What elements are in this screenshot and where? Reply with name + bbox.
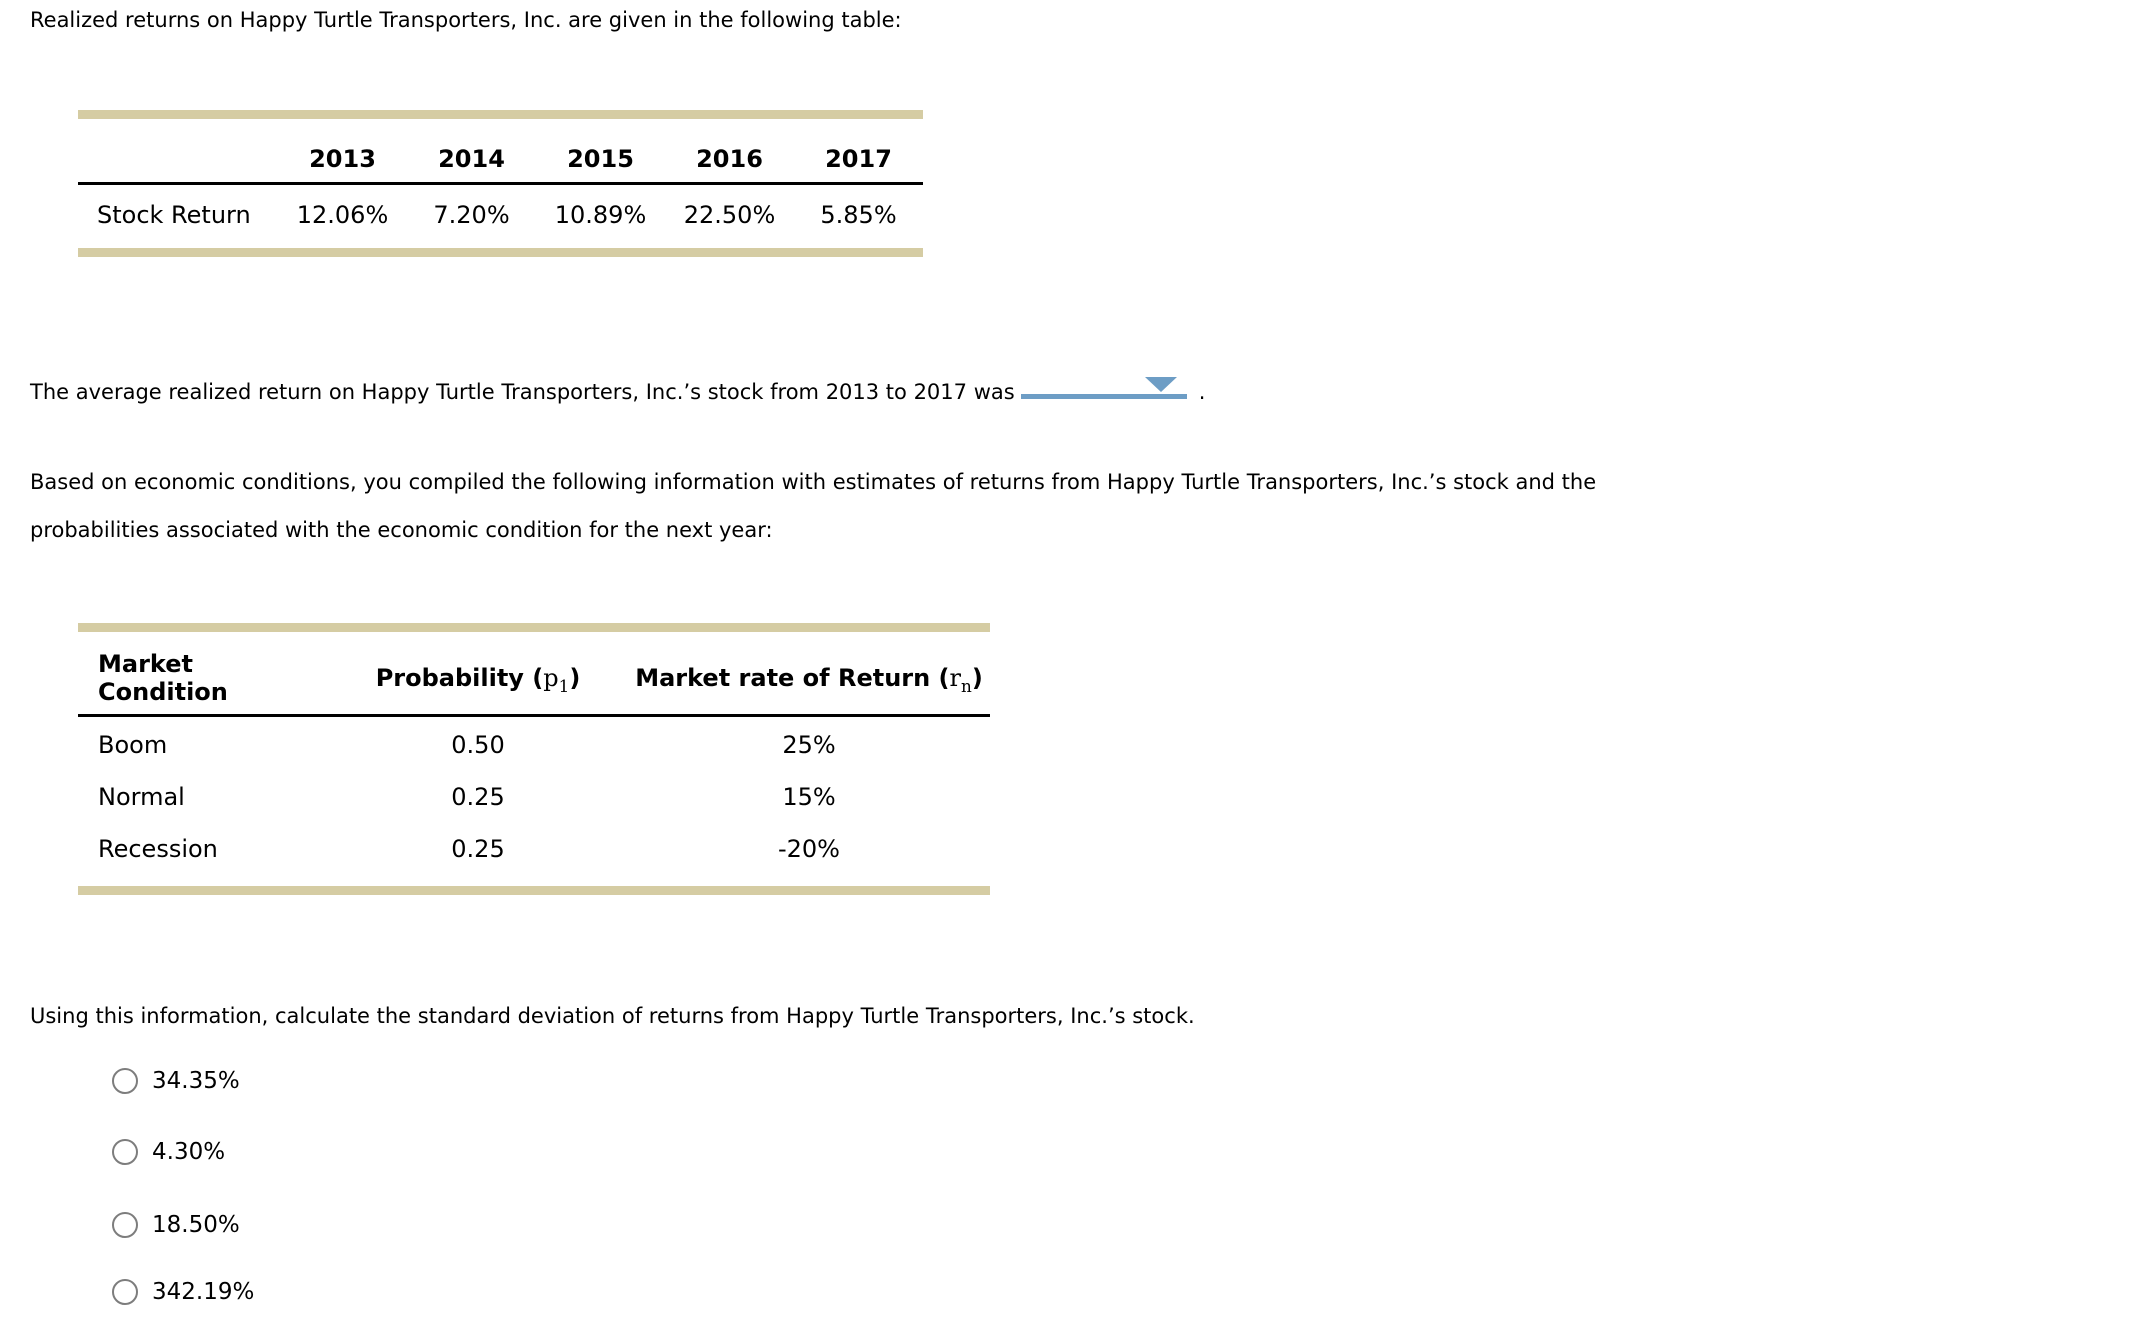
year-header: 2016 [665,119,794,185]
option-label: 342.19% [152,1279,255,1305]
table-bottom-accent-bar [78,886,990,895]
year-header: 2017 [794,119,923,185]
option-label: 4.30% [152,1139,226,1165]
option-row-4[interactable]: 342.19% [112,1277,254,1307]
probability-cell: 0.50 [451,731,505,759]
conditions-paragraph: Based on economic conditions, you compil… [30,458,1596,554]
table-bottom-accent-bar [78,248,923,257]
return-cell: 15% [782,783,836,811]
year-header: 2013 [278,119,407,185]
returns-table-corner-cell [78,119,278,185]
probability-cell: 0.25 [451,783,505,811]
stock-return-row-label: Stock Return [97,201,251,229]
option-row-2[interactable]: 4.30% [112,1137,225,1167]
radio-button-icon[interactable] [112,1068,138,1094]
market-condition-header: Market Condition [78,632,328,717]
option-label: 18.50% [152,1212,240,1238]
return-cell: 25% [782,731,836,759]
table-top-accent-bar [78,110,923,119]
stock-return-value: 12.06% [296,201,389,229]
estimates-table-header-row: Market Condition Probability (p1) Market… [78,632,990,717]
estimates-table: Market Condition Probability (p1) Market… [78,623,990,895]
probability-header: Probability (p1) [328,632,628,717]
return-cell: -20% [777,835,840,863]
average-return-sentence-text: The average realized return on Happy Tur… [30,380,1015,404]
estimates-row-normal: Normal 0.25 15% [78,769,990,821]
returns-table: 2013 2014 2015 2016 2017 Stock Return 12… [78,110,923,257]
condition-cell: Recession [98,835,218,863]
estimates-row-boom: Boom 0.50 25% [78,716,990,770]
option-label: 34.35% [152,1068,240,1094]
table-top-accent-bar [78,623,990,632]
estimates-row-recession: Recession 0.25 -20% [78,821,990,886]
condition-cell: Boom [98,731,168,759]
dropdown-arrow-icon [1144,377,1177,392]
average-return-dropdown[interactable] [1020,372,1187,399]
radio-button-icon[interactable] [112,1212,138,1238]
stock-return-value: 7.20% [433,201,510,229]
option-row-1[interactable]: 34.35% [112,1066,240,1096]
intro-text: Realized returns on Happy Turtle Transpo… [30,8,902,32]
conditions-paragraph-line1: Based on economic conditions, you compil… [30,470,1597,494]
probability-cell: 0.25 [451,835,505,863]
radio-button-icon[interactable] [112,1279,138,1305]
year-header: 2014 [407,119,536,185]
conditions-paragraph-line2: probabilities associated with the econom… [30,518,773,542]
condition-cell: Normal [98,783,185,811]
returns-table-header-row: 2013 2014 2015 2016 2017 [78,119,923,185]
sentence-period: . [1198,380,1206,404]
stock-return-value: 22.50% [683,201,776,229]
stock-return-value: 10.89% [554,201,647,229]
year-header: 2015 [536,119,665,185]
stock-return-value: 5.85% [820,201,897,229]
average-return-sentence: The average realized return on Happy Tur… [30,372,1205,407]
stock-return-row: Stock Return 12.06% 7.20% 10.89% 22.50% … [78,184,923,249]
radio-button-icon[interactable] [112,1139,138,1165]
question-text: Using this information, calculate the st… [30,1004,1195,1028]
option-row-3[interactable]: 18.50% [112,1210,240,1240]
market-rate-header: Market rate of Return (rn) [628,632,990,717]
